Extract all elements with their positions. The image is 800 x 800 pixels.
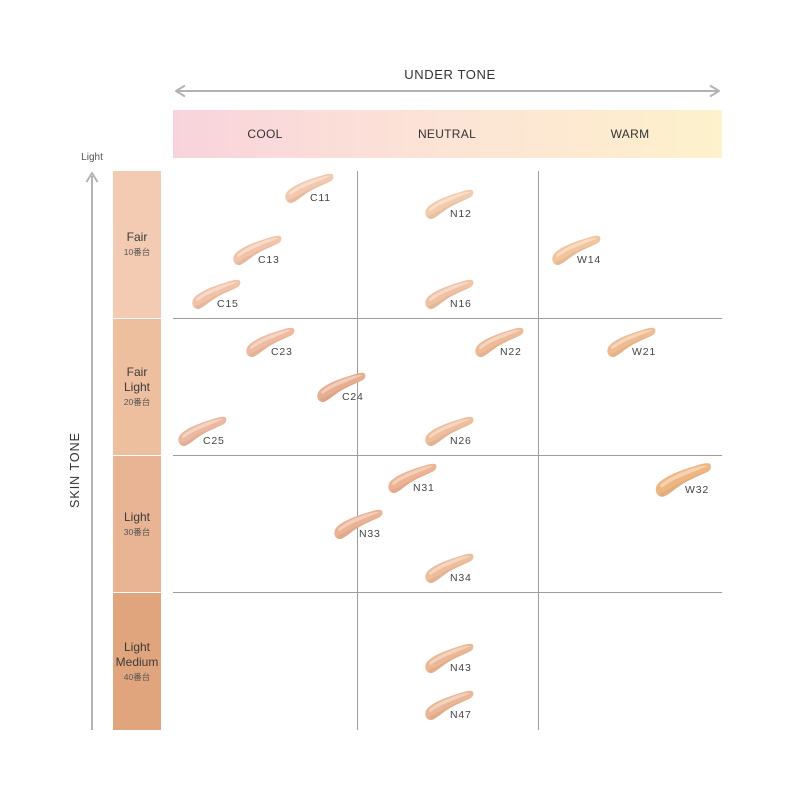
shade-label: C11 <box>310 192 331 204</box>
shade-label: N26 <box>450 435 472 447</box>
shade-swatch-c15: C15 <box>191 277 243 313</box>
shade-label: N31 <box>413 482 435 494</box>
shade-label: N22 <box>500 346 522 358</box>
grid-divider-neutral-warm <box>538 171 539 730</box>
group-series: 10番台 <box>123 247 151 257</box>
under-tone-warm-label: WARM <box>610 127 650 141</box>
skin-tone-group-light-medium: Light Medium 40番台 <box>113 593 161 730</box>
under-tone-title: UNDER TONE <box>404 67 496 82</box>
grid-divider-fairlight-light <box>173 455 722 456</box>
shade-swatch-n22: N22 <box>474 325 526 361</box>
grid-divider-fair-fairlight <box>173 318 722 319</box>
shade-label: N34 <box>450 572 472 584</box>
group-name: Light Medium <box>115 639 159 669</box>
skin-tone-arrow-head <box>85 172 99 183</box>
shade-label: C24 <box>342 391 364 403</box>
under-tone-arrow-right-head <box>709 84 720 98</box>
shade-swatch-w32: W32 <box>654 460 714 500</box>
shade-swatch-n33: N33 <box>333 507 385 543</box>
group-series: 30番台 <box>123 526 151 537</box>
group-name: Light <box>123 509 151 524</box>
shade-label: W14 <box>577 254 601 266</box>
shade-swatch-n47: N47 <box>424 688 476 724</box>
shade-swatch-c25: C25 <box>177 414 229 450</box>
shade-label: C13 <box>258 254 280 266</box>
skin-tone-group-light: Light 30番台 <box>113 456 161 592</box>
shade-swatch-n26: N26 <box>424 414 476 450</box>
skin-tone-title: SKIN TONE <box>68 432 82 508</box>
shade-swatch-n12: N12 <box>424 187 476 223</box>
under-tone-gradient-bar: COOL NEUTRAL WARM <box>173 110 722 158</box>
shade-swatch-n31: N31 <box>387 461 439 497</box>
shade-swatch-n34: N34 <box>424 551 476 587</box>
group-series: 40番台 <box>123 671 151 682</box>
shade-swatch-w14: W14 <box>551 233 603 269</box>
shade-label: C25 <box>203 435 225 447</box>
skin-tone-group-fair: Fair 10番台 <box>113 171 161 318</box>
group-series: 20番台 <box>123 397 151 407</box>
shade-label: N12 <box>450 208 472 220</box>
grid-divider-light-lightmedium <box>173 592 722 593</box>
shade-swatch-w21: W21 <box>606 325 658 361</box>
shade-label: N33 <box>359 528 381 540</box>
shade-label: N47 <box>450 709 472 721</box>
shade-swatch-c13: C13 <box>232 233 284 269</box>
shade-swatch-n43: N43 <box>424 641 476 677</box>
shade-label: N43 <box>450 662 472 674</box>
shade-label: N16 <box>450 298 472 310</box>
shade-swatch-n16: N16 <box>424 277 476 313</box>
shade-label: C23 <box>271 346 293 358</box>
grid-divider-cool-neutral <box>357 171 358 730</box>
shade-label: C15 <box>217 298 239 310</box>
shade-label: W32 <box>685 484 709 496</box>
shade-label: W21 <box>632 346 656 358</box>
group-name: Fair Light <box>123 365 151 394</box>
shade-swatch-c24: C24 <box>316 370 368 406</box>
under-tone-arrow-left-head <box>175 84 186 98</box>
shade-swatch-c11: C11 <box>284 171 336 207</box>
shade-swatch-c23: C23 <box>245 325 297 361</box>
under-tone-cool-label: COOL <box>247 127 283 141</box>
skin-tone-light-end-label: Light <box>81 152 103 163</box>
under-tone-neutral-label: NEUTRAL <box>417 127 477 141</box>
group-name: Fair <box>126 230 148 244</box>
skin-tone-group-fair-light: Fair Light 20番台 <box>113 319 161 455</box>
